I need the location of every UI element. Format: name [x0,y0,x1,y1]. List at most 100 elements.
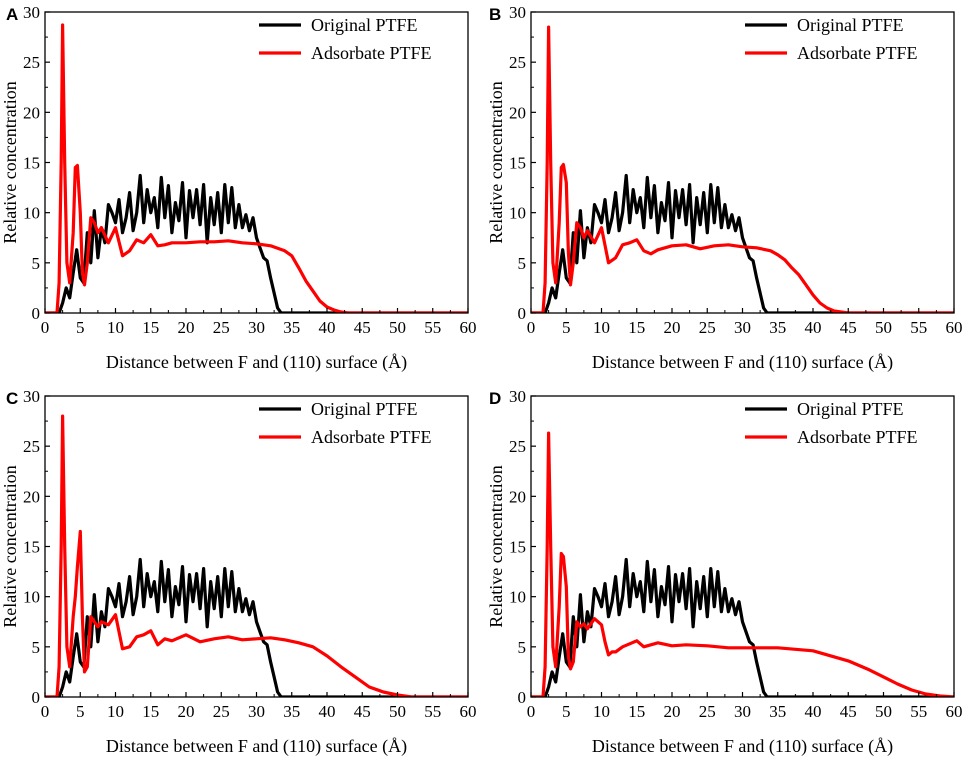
x-tick-label: 5 [76,318,85,337]
legend-label: Original PTFE [311,399,418,419]
x-tick-label: 45 [354,702,371,721]
legend-label: Adsorbate PTFE [311,43,432,63]
x-tick-label: 30 [734,702,751,721]
y-tick-label: 5 [518,638,527,657]
x-tick-label: 10 [107,702,124,721]
x-tick-label: 5 [562,702,571,721]
x-axis-title: Distance between F and (110) surface (Å) [106,736,407,757]
series-line-adsorbate-ptfe [45,23,468,313]
y-tick-label: 30 [509,387,526,406]
x-tick-label: 60 [460,702,477,721]
legend-label: Adsorbate PTFE [797,427,918,447]
series-line-original-ptfe [531,173,954,313]
x-tick-label: 40 [805,702,822,721]
x-tick-label: 10 [107,318,124,337]
x-tick-label: 35 [283,318,300,337]
legend-label: Adsorbate PTFE [797,43,918,63]
x-tick-label: 55 [910,318,927,337]
x-tick-label: 50 [875,318,892,337]
x-tick-label: 45 [840,318,857,337]
x-tick-label: 0 [41,318,50,337]
x-tick-label: 55 [910,702,927,721]
y-tick-label: 0 [32,688,41,707]
y-tick-label: 0 [32,304,41,323]
y-tick-label: 10 [23,204,40,223]
x-tick-label: 60 [946,702,963,721]
y-tick-label: 30 [509,3,526,22]
y-axis-title: Relative concentration [0,465,20,627]
x-tick-label: 35 [769,318,786,337]
x-tick-label: 10 [593,702,610,721]
y-tick-label: 15 [23,154,40,173]
x-tick-label: 30 [734,318,751,337]
legend-label: Adsorbate PTFE [311,427,432,447]
x-tick-label: 15 [628,318,645,337]
x-tick-label: 55 [424,702,441,721]
y-tick-label: 0 [518,304,527,323]
x-tick-label: 15 [628,702,645,721]
y-tick-label: 5 [32,638,41,657]
legend-label: Original PTFE [797,15,904,35]
x-tick-label: 20 [664,318,681,337]
x-tick-label: 35 [769,702,786,721]
y-tick-label: 25 [509,437,526,456]
x-tick-label: 0 [527,318,536,337]
panel-letter: D [489,389,501,408]
x-tick-label: 40 [319,702,336,721]
x-tick-label: 25 [213,318,230,337]
y-tick-label: 20 [23,487,40,506]
panel-letter: A [6,5,18,24]
y-axis-title: Relative concentration [0,81,20,243]
legend-label: Original PTFE [311,15,418,35]
x-tick-label: 35 [283,702,300,721]
x-tick-label: 50 [389,318,406,337]
x-axis-title: Distance between F and (110) surface (Å) [592,736,893,757]
panel-letter: B [489,5,501,24]
legend-label: Original PTFE [797,399,904,419]
series-line-adsorbate-ptfe [45,414,468,697]
x-tick-label: 20 [178,318,195,337]
chart-panel-c: C 0 5 10 15 20 25 30 35 40 45 50 55 60 0 5 10 15 20 25 30 Dis… [0,387,477,757]
x-tick-label: 10 [593,318,610,337]
x-tick-label: 40 [805,318,822,337]
y-axis-title: Relative concentration [486,81,506,243]
x-axis-title: Distance between F and (110) surface (Å) [592,352,893,373]
x-tick-label: 0 [41,702,50,721]
x-tick-label: 40 [319,318,336,337]
series-line-original-ptfe [531,557,954,697]
y-tick-label: 25 [23,53,40,72]
chart-panel-b: B 0 5 10 15 20 25 30 35 40 45 50 55 60 0 5 10 15 20 25 30 Dis… [486,3,963,373]
series-line-original-ptfe [45,557,468,697]
x-tick-label: 60 [460,318,477,337]
x-tick-label: 5 [76,702,85,721]
x-tick-label: 45 [840,702,857,721]
x-tick-label: 25 [699,702,716,721]
x-tick-label: 30 [248,318,265,337]
panel-letter: C [6,389,18,408]
x-tick-label: 25 [699,318,716,337]
y-tick-label: 20 [509,487,526,506]
chart-panel-d: D 0 5 10 15 20 25 30 35 40 45 50 55 60 0 5 10 15 20 25 30 Dis… [486,387,963,757]
x-tick-label: 20 [178,702,195,721]
x-tick-label: 15 [142,318,159,337]
y-tick-label: 25 [509,53,526,72]
y-tick-label: 15 [23,538,40,557]
series-line-original-ptfe [45,173,468,313]
x-tick-label: 30 [248,702,265,721]
x-tick-label: 20 [664,702,681,721]
x-tick-label: 5 [562,318,571,337]
x-tick-label: 15 [142,702,159,721]
x-tick-label: 50 [389,702,406,721]
series-line-adsorbate-ptfe [531,431,954,697]
y-tick-label: 5 [32,254,41,273]
chart-panel-a: A 0 5 10 15 20 25 30 35 40 45 50 55 60 0 5 10 15 20 25 30 Dis… [0,3,477,373]
x-tick-label: 0 [527,702,536,721]
y-axis-title: Relative concentration [486,465,506,627]
y-tick-label: 30 [23,387,40,406]
y-tick-label: 5 [518,254,527,273]
y-tick-label: 30 [23,3,40,22]
x-axis-title: Distance between F and (110) surface (Å) [106,352,407,373]
x-tick-label: 25 [213,702,230,721]
x-tick-label: 45 [354,318,371,337]
